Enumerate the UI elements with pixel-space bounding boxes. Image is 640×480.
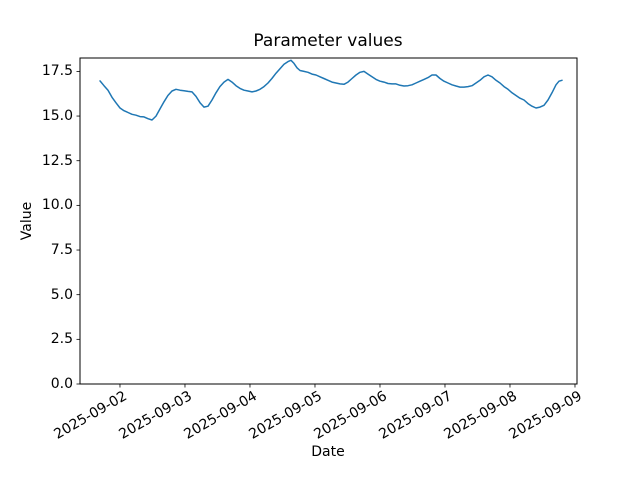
y-tick-label: 0.0 <box>50 376 73 392</box>
y-tick-label: 15.0 <box>41 108 73 125</box>
axes-spines <box>79 57 578 385</box>
data-line <box>99 59 563 121</box>
y-tick-label: 12.5 <box>41 152 73 169</box>
y-tick-label: 17.5 <box>41 63 73 80</box>
y-tick-label: 10.0 <box>41 197 73 214</box>
y-tick-label: 5.0 <box>50 286 73 303</box>
x-axis-label: Date <box>311 444 345 460</box>
y-tick-label: 7.5 <box>50 242 73 259</box>
y-tick-label: 2.5 <box>50 331 73 348</box>
chart-title: Parameter values <box>253 31 403 51</box>
